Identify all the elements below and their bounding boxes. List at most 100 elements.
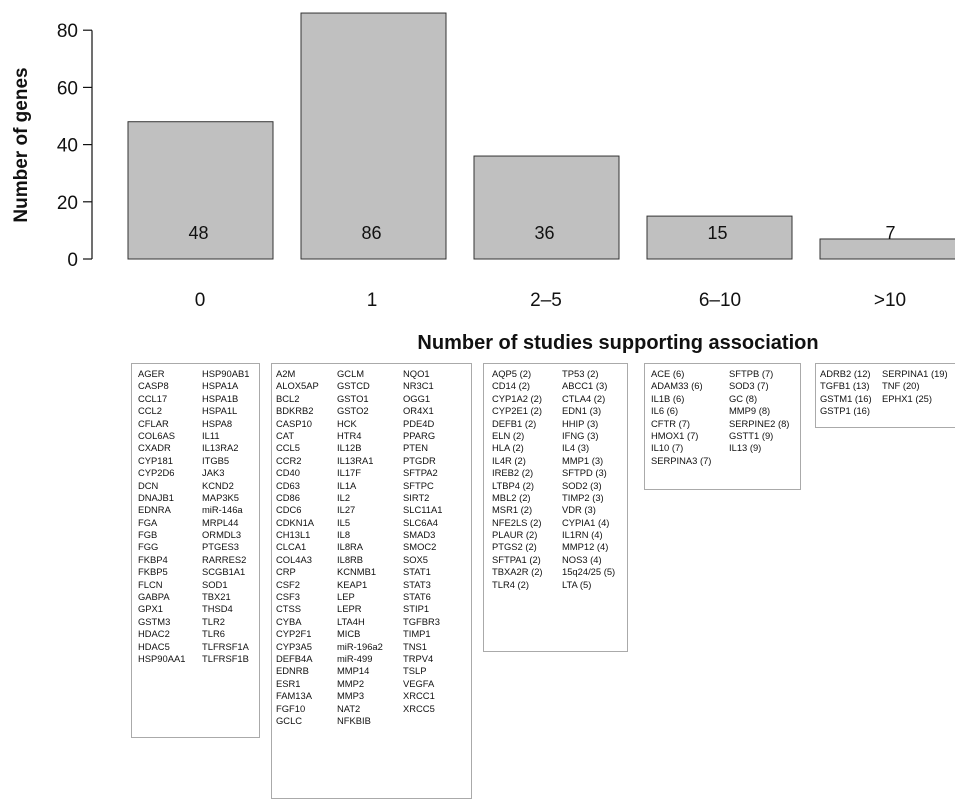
gene-name: IL13RA2 (202, 442, 239, 454)
y-axis-ticks: 0 20 40 60 80 (57, 21, 92, 271)
gene-name: IL1RN (4) (562, 529, 603, 541)
bar-value-label: 15 (707, 223, 727, 243)
gene-name: HMOX1 (7) (651, 429, 699, 441)
gene-list-column: GCLM GSTCD GSTO1 GSTO2 HCK HTR4 IL12B IL13RA1 IL… (337, 368, 383, 727)
gene-name: ACE (6) (651, 368, 685, 379)
gene-name: MMP2 (337, 677, 365, 689)
gene-name: FKBP4 (138, 553, 168, 565)
gene-name: IL8 (337, 529, 351, 541)
gene-list-column: AQP5 (2) CD14 (2) CYP1A2 (2) CYP2E1 (2) DEFB… (492, 368, 543, 591)
gene-name: MAP3K5 (202, 491, 239, 503)
gene-name: IL17F (337, 467, 361, 479)
gene-list-column: AGER CASP8 CCL17 CCL2 CFLAR COL6AS CXADR CYP181… (138, 368, 185, 665)
gene-list-column: NQO1 NR3C1 OGG1 OR4X1 PDE4D PPARG PTEN PTGDR SFT… (403, 368, 442, 715)
gene-name: MMP12 (4) (562, 541, 609, 553)
gene-name: CCL2 (138, 405, 162, 417)
gene-name: OGG1 (403, 392, 431, 404)
gene-name: GSTM3 (138, 615, 171, 627)
gene-name: SERPINE2 (8) (729, 417, 790, 429)
gene-list-box: ADRB2 (12) TGFB1 (13) GSTM1 (16) GSTP1 (16)… (815, 363, 955, 428)
gene-name: SFTPD (3) (562, 467, 607, 479)
gene-name: SIRT2 (403, 491, 430, 503)
gene-name: STAT6 (403, 591, 431, 603)
gene-name: GSTO2 (337, 405, 369, 417)
gene-name: miR-146a (202, 504, 243, 516)
gene-name: AGER (138, 368, 165, 379)
gene-list-column: SERPINA1 (19) TNF (20) EPHX1 (25) (882, 368, 948, 405)
gene-list-column: TP53 (2) ABCC1 (3) CTLA4 (2) EDN1 (3) HHIP (… (562, 368, 615, 591)
gene-name: SFTPA1 (2) (492, 553, 541, 565)
bar-value-label: 36 (534, 223, 554, 243)
gene-name: GSTT1 (9) (729, 429, 774, 441)
gene-name: CD63 (276, 479, 300, 491)
x-tick-label: 1 (367, 290, 378, 311)
gene-name: CCR2 (276, 454, 302, 466)
gene-name: CH13L1 (276, 529, 311, 541)
gene-name: GSTCD (337, 380, 370, 392)
y-tick-label: 40 (57, 136, 78, 157)
gene-name: TRPV4 (403, 652, 434, 664)
gene-name: CASP8 (138, 380, 169, 392)
gene-name: TIMP1 (403, 628, 431, 640)
gene-name: PLAUR (2) (492, 529, 538, 541)
gene-name: CCL5 (276, 442, 300, 454)
gene-name: IL5 (337, 516, 351, 528)
gene-name: ADRB2 (12) (820, 368, 871, 379)
gene-name: CD14 (2) (492, 380, 531, 392)
bar-2 (473, 155, 620, 260)
gene-name: TIMP2 (3) (562, 491, 604, 503)
gene-name: MBL2 (2) (492, 491, 531, 503)
gene-name: MMP3 (337, 690, 365, 702)
bar-value-label: 48 (188, 223, 208, 243)
gene-name: JAK3 (202, 467, 225, 479)
gene-name: RARRES2 (202, 553, 247, 565)
gene-name: MSR1 (2) (492, 504, 533, 516)
gene-name: FGA (138, 516, 158, 528)
bar-value-label: 7 (885, 223, 895, 243)
gene-name: FGB (138, 529, 158, 541)
gene-name: IL6 (6) (651, 405, 679, 417)
gene-name: GPX1 (138, 603, 164, 615)
gene-name: NOS3 (4) (562, 553, 602, 565)
gene-name: FLCN (138, 578, 163, 590)
gene-name: CDC6 (276, 504, 302, 516)
gene-name: CCL17 (138, 392, 168, 404)
gene-name: HTR4 (337, 429, 362, 441)
gene-name: TLR4 (2) (492, 578, 529, 590)
gene-name: NAT2 (337, 702, 361, 714)
gene-name: ORMDL3 (202, 529, 242, 541)
gene-name: NR3C1 (403, 380, 434, 392)
gene-name: COL4A3 (276, 553, 312, 565)
gene-name: ELN (2) (492, 429, 525, 441)
gene-name: TLFRSF1A (202, 640, 249, 652)
gene-name: TSLP (403, 665, 427, 677)
y-tick-label: 0 (67, 250, 78, 271)
gene-name: BDKRB2 (276, 405, 314, 417)
gene-name: HSPA1A (202, 380, 239, 392)
gene-name: SOD3 (7) (729, 380, 769, 392)
gene-name: TNF (20) (882, 380, 920, 392)
gene-name: FKBP5 (138, 566, 168, 578)
gene-name: LTBP4 (2) (492, 479, 535, 491)
gene-name: EDNRB (276, 665, 309, 677)
gene-name: ITGB5 (202, 454, 230, 466)
gene-name: SOX5 (403, 553, 429, 565)
gene-name: KCND2 (202, 479, 234, 491)
gene-name: EDNRA (138, 504, 171, 516)
gene-name: BCL2 (276, 392, 300, 404)
bar-0 (127, 121, 274, 260)
gene-name: CD40 (276, 467, 300, 479)
gene-name: COL6AS (138, 429, 175, 441)
gene-name: CYP2F1 (276, 628, 312, 640)
gene-name: miR-196a2 (337, 640, 383, 652)
gene-name: FGG (138, 541, 159, 553)
gene-name: PTGDR (403, 454, 436, 466)
gene-name: FGF10 (276, 702, 306, 714)
bar-chart: 0 20 40 60 80 48 86 36 15 7 0 1 2–5 6–10 >10 Number … (11, 12, 955, 311)
gene-name: CFLAR (138, 417, 169, 429)
gene-list-column: A2M ALOX5AP BCL2 BDKRB2 CASP10 CAT CCL5 CCR2 CD4… (276, 368, 319, 727)
gene-name: IL2 (337, 491, 351, 503)
gene-name: CYP3A5 (276, 640, 312, 652)
gene-name: IL13 (9) (729, 442, 762, 454)
gene-name: TP53 (2) (562, 368, 599, 379)
